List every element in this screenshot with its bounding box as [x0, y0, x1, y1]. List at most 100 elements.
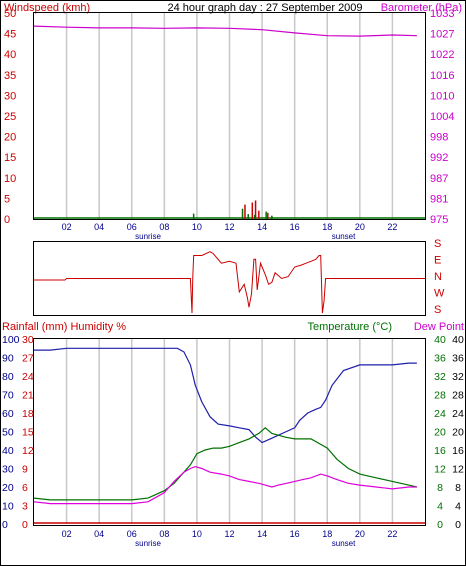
x-tick-label: 12	[224, 222, 234, 232]
compass-label: N	[434, 271, 442, 283]
temp-humidity-plot-frame	[33, 338, 426, 526]
sunrise-label: sunrise	[135, 539, 161, 548]
temp-tick-label: 0	[437, 519, 443, 531]
x-tick-label: 16	[290, 222, 300, 232]
temp-tick-label: 20	[434, 427, 446, 439]
x-tick-label: 20	[355, 222, 365, 232]
x-tick-label: 16	[290, 529, 300, 539]
compass-label: S	[434, 238, 441, 250]
rain-tick-label: 6	[22, 482, 28, 494]
rain-tick-label: 30	[22, 334, 34, 346]
x-tick-label: 10	[192, 529, 202, 539]
humidity-tick-label: 20	[2, 482, 14, 494]
baro-tick-label: 998	[430, 132, 448, 144]
temperature-line	[34, 347, 417, 444]
wind-tick-label: 25	[4, 111, 16, 123]
wind-direction-plot-frame	[33, 241, 426, 316]
baro-tick-label: 1027	[430, 29, 454, 41]
temp-tick-label: 40	[434, 334, 446, 346]
rain-tick-label: 3	[22, 501, 28, 513]
dewpoint-tick-label: 28	[452, 390, 464, 402]
x-tick-label: 14	[257, 222, 267, 232]
rain-tick-label: 15	[22, 427, 34, 439]
humidity-tick-label: 100	[2, 334, 20, 346]
wind-tick-label: 50	[4, 8, 16, 20]
humidity-tick-label: 10	[2, 501, 14, 513]
rain-tick-label: 9	[22, 464, 28, 476]
rain-tick-label: 27	[22, 353, 34, 365]
baro-tick-label: 992	[430, 152, 448, 164]
compass-label: E	[434, 255, 441, 267]
dewpoint-tick-label: 8	[455, 482, 461, 494]
wind-axis-title: Windspeed (kmh)	[4, 2, 90, 14]
wind-tick-label: 40	[4, 49, 16, 61]
x-tick-label: 08	[159, 222, 169, 232]
compass-label: S	[434, 304, 441, 316]
wind-baro-plot-frame	[33, 12, 426, 220]
baro-tick-label: 1004	[430, 111, 454, 123]
wind-tick-label: 15	[4, 152, 16, 164]
wind-tick-label: 35	[4, 70, 16, 82]
dewpoint-tick-label: 4	[455, 501, 461, 513]
compass-label: W	[434, 288, 445, 300]
x-tick-label: 06	[127, 222, 137, 232]
humidity-line	[33, 465, 417, 505]
sunrise-label: sunrise	[135, 232, 161, 241]
x-tick-label: 04	[94, 529, 104, 539]
x-tick-label: 18	[322, 529, 332, 539]
dew-point-axis-title: Dew Point	[414, 321, 464, 333]
temperature-axis-title: Temperature (°C)	[308, 321, 392, 333]
barometer-line	[33, 25, 417, 37]
baro-tick-label: 975	[430, 214, 448, 226]
temp-tick-label: 4	[437, 501, 443, 513]
temp-tick-label: 28	[434, 390, 446, 402]
rain-tick-label: 0	[22, 519, 28, 531]
baro-tick-label: 1033	[430, 8, 454, 20]
wind-direction-line	[34, 251, 425, 314]
dewpoint-tick-label: 16	[452, 445, 464, 457]
humidity-tick-label: 50	[2, 427, 14, 439]
temp-tick-label: 12	[434, 464, 446, 476]
baro-tick-label: 987	[430, 173, 448, 185]
humidity-tick-label: 40	[2, 445, 14, 457]
rain-tick-label: 24	[22, 371, 34, 383]
wind-tick-label: 20	[4, 132, 16, 144]
barometer-axis-title: Barometer (hPa)	[381, 2, 462, 14]
temp-tick-label: 32	[434, 371, 446, 383]
wind-tick-label: 45	[4, 29, 16, 41]
wind-baro-chart: 0510152025303540455097598198799299810041…	[4, 8, 454, 241]
humidity-tick-label: 80	[2, 371, 14, 383]
humidity-tick-label: 60	[2, 408, 14, 420]
rain-tick-label: 18	[22, 408, 34, 420]
humidity-tick-label: 70	[2, 390, 14, 402]
x-tick-label: 18	[322, 222, 332, 232]
dewpoint-tick-label: 36	[452, 353, 464, 365]
temp-tick-label: 36	[434, 353, 446, 365]
wind-tick-label: 30	[4, 90, 16, 102]
rain-humidity-axis-title: Rainfall (mm) Humidity %	[2, 321, 126, 333]
baro-tick-label: 981	[430, 193, 448, 205]
wind-tick-label: 10	[4, 173, 16, 185]
x-tick-label: 04	[94, 222, 104, 232]
x-tick-label: 08	[159, 529, 169, 539]
rain-tick-label: 12	[22, 445, 34, 457]
dewpoint-tick-label: 32	[452, 371, 464, 383]
x-tick-label: 02	[62, 222, 72, 232]
baro-tick-label: 1022	[430, 49, 454, 61]
x-tick-label: 20	[355, 529, 365, 539]
humidity-tick-label: 30	[2, 464, 14, 476]
dewpoint-tick-label: 0	[455, 519, 461, 531]
graph-title: 24 hour graph day : 27 September 2009	[167, 2, 362, 14]
wind-tick-label: 0	[4, 214, 10, 226]
x-tick-label: 22	[387, 222, 397, 232]
x-tick-label: 06	[127, 529, 137, 539]
dewpoint-tick-label: 12	[452, 464, 464, 476]
temp-tick-label: 8	[437, 482, 443, 494]
dew-point-line	[33, 427, 418, 501]
dewpoint-tick-label: 20	[452, 427, 464, 439]
x-tick-label: 12	[224, 529, 234, 539]
dewpoint-tick-label: 24	[452, 408, 464, 420]
